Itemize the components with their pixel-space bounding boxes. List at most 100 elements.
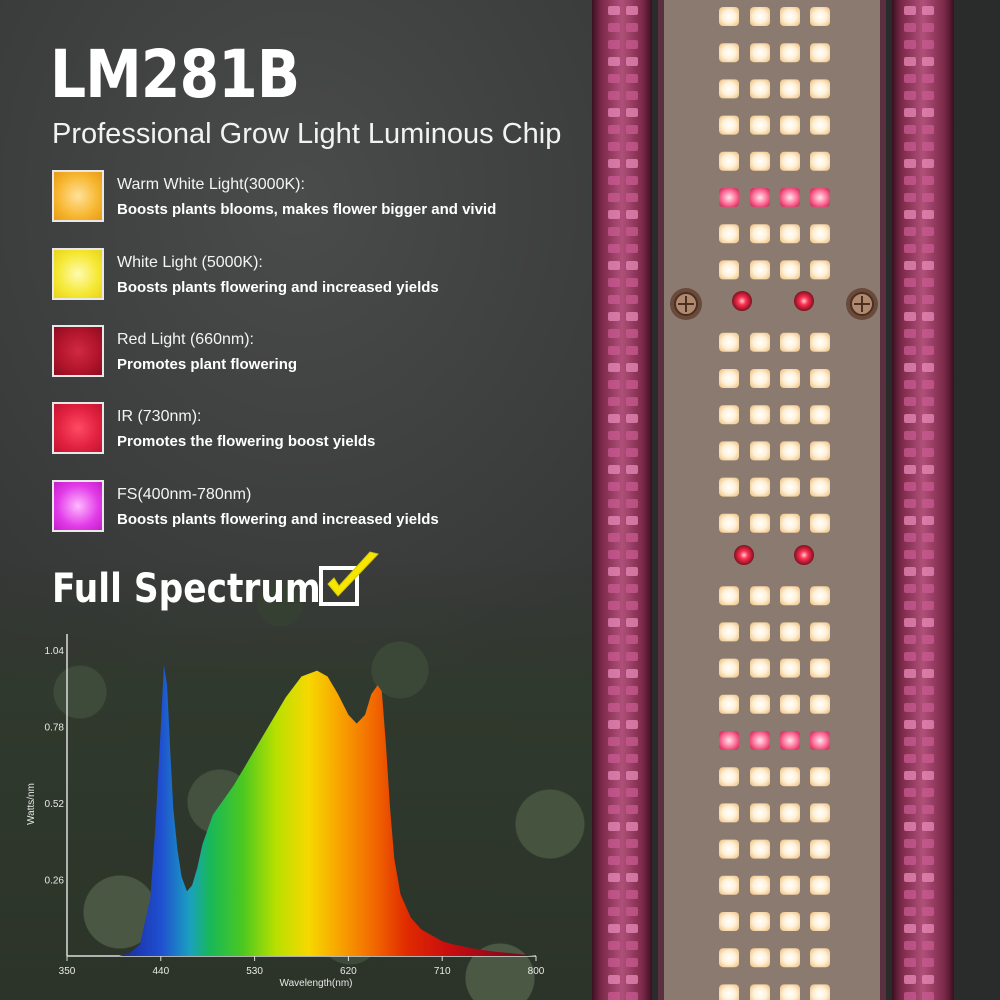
rail-led bbox=[904, 261, 916, 270]
rail-led bbox=[608, 601, 620, 610]
white-led-chip bbox=[780, 912, 800, 931]
spec-description: Promotes plant flowering bbox=[117, 356, 298, 373]
rail-led bbox=[608, 686, 620, 695]
rail-led bbox=[608, 397, 620, 406]
rail-led bbox=[904, 924, 916, 933]
rail-led bbox=[904, 584, 916, 593]
white-led-chip bbox=[750, 405, 770, 425]
rail-led bbox=[608, 278, 620, 287]
rail-led bbox=[922, 992, 934, 1000]
rail-led bbox=[626, 958, 638, 967]
rail-led bbox=[904, 601, 916, 610]
spec-description: Promotes the flowering boost yields bbox=[117, 433, 376, 450]
white-led-chip bbox=[810, 694, 830, 714]
white-led-chip bbox=[810, 875, 830, 895]
rail-led bbox=[904, 873, 916, 882]
rail-led bbox=[608, 669, 620, 678]
white-led-chip bbox=[780, 43, 800, 63]
white-led-chip bbox=[810, 405, 830, 425]
rail-led bbox=[904, 533, 916, 542]
rail-led bbox=[626, 890, 638, 899]
rail-led bbox=[626, 720, 638, 729]
white-led-chip bbox=[810, 7, 830, 26]
rail-led bbox=[608, 839, 620, 848]
rail-led bbox=[608, 74, 620, 83]
rail-led bbox=[626, 125, 638, 134]
white-led-chip bbox=[810, 948, 830, 968]
rail-led bbox=[626, 448, 638, 457]
white-led-chip bbox=[719, 984, 739, 1000]
rail-led bbox=[608, 363, 620, 372]
rail-led bbox=[904, 159, 916, 168]
white-led-chip bbox=[810, 839, 830, 859]
white-led-chip bbox=[719, 694, 739, 714]
rail-led bbox=[608, 703, 620, 712]
rail-led bbox=[626, 397, 638, 406]
rail-led bbox=[904, 907, 916, 916]
rail-led bbox=[608, 805, 620, 814]
rail-led bbox=[922, 975, 934, 984]
white-led-chip bbox=[719, 79, 739, 99]
rail-led bbox=[922, 176, 934, 185]
rail-led bbox=[922, 839, 934, 848]
red-led-chip bbox=[734, 545, 754, 565]
white-led-chip bbox=[780, 658, 800, 678]
rail-led bbox=[922, 652, 934, 661]
white-led-chip bbox=[719, 839, 739, 859]
mounting-screw-left bbox=[670, 288, 702, 320]
white-led-chip bbox=[719, 405, 739, 425]
ir-swatch bbox=[52, 402, 104, 454]
red-led-chip bbox=[732, 291, 752, 311]
rail-led bbox=[904, 992, 916, 1000]
white-led-chip bbox=[750, 984, 770, 1000]
rail-led bbox=[608, 788, 620, 797]
white-led-chip bbox=[719, 151, 739, 171]
rail-led bbox=[626, 227, 638, 236]
led-board bbox=[658, 0, 886, 1000]
spectrum-area bbox=[119, 664, 536, 956]
white-led-chip bbox=[719, 332, 739, 352]
rail-led bbox=[626, 822, 638, 831]
rail-led bbox=[608, 465, 620, 474]
x-tick-label: 710 bbox=[434, 966, 451, 977]
rail-led bbox=[904, 278, 916, 287]
white-led-chip bbox=[780, 694, 800, 714]
rail-led bbox=[922, 584, 934, 593]
white-led-chip bbox=[750, 441, 770, 461]
spec-white: White Light (5000K): Boosts plants flowe… bbox=[52, 248, 592, 304]
rail-led bbox=[922, 74, 934, 83]
white-led-chip bbox=[780, 767, 800, 787]
rail-led bbox=[608, 550, 620, 559]
rail-led bbox=[626, 533, 638, 542]
y-tick-labels: 1.04 0.78 0.52 0.26 bbox=[45, 646, 65, 887]
white-led-chip bbox=[750, 513, 770, 533]
rail-led bbox=[922, 635, 934, 644]
white-led-chip bbox=[810, 115, 830, 135]
white-led-chip bbox=[719, 622, 739, 642]
rail-led bbox=[922, 924, 934, 933]
white-led-chip bbox=[810, 803, 830, 823]
spec-description: Boosts plants blooms, makes flower bigge… bbox=[117, 201, 497, 218]
rail-led bbox=[626, 839, 638, 848]
rail-led bbox=[608, 448, 620, 457]
rail-led bbox=[626, 482, 638, 491]
spec-title: Warm White Light(3000K): bbox=[117, 176, 305, 193]
spec-title: FS(400nm-780nm) bbox=[117, 486, 252, 503]
white-led-chip bbox=[750, 79, 770, 99]
rail-led bbox=[626, 261, 638, 270]
white-led-chip bbox=[750, 767, 770, 787]
rail-led bbox=[608, 567, 620, 576]
rail-led bbox=[922, 618, 934, 627]
red-led-chip bbox=[794, 291, 814, 311]
white-led-chip bbox=[780, 405, 800, 425]
spec-title: Red Light (660nm): bbox=[117, 331, 254, 348]
rail-led bbox=[904, 465, 916, 474]
rail-led bbox=[608, 533, 620, 542]
rail-led bbox=[626, 465, 638, 474]
rail-led bbox=[922, 346, 934, 355]
rail-led bbox=[904, 856, 916, 865]
white-led-chip bbox=[810, 43, 830, 63]
x-tick-label: 620 bbox=[340, 966, 357, 977]
rail-led bbox=[922, 958, 934, 967]
rail-led bbox=[922, 890, 934, 899]
